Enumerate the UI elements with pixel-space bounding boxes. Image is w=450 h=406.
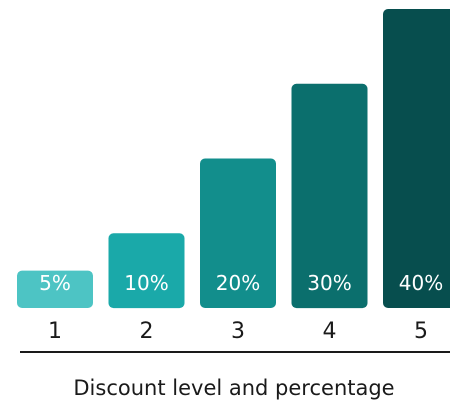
bars-group <box>17 9 450 308</box>
bar-value-label-1: 5% <box>39 271 71 295</box>
x-tick-label-3: 3 <box>231 319 245 344</box>
bar-value-label-5: 40% <box>399 271 443 295</box>
x-tick-label-1: 1 <box>48 319 62 344</box>
x-axis-title: Discount level and percentage <box>73 376 394 400</box>
bar-5 <box>383 9 450 308</box>
x-tick-label-5: 5 <box>414 319 428 344</box>
x-tick-labels-group: 1 2 3 4 5 <box>48 319 428 344</box>
bar-value-label-2: 10% <box>124 271 168 295</box>
x-tick-label-4: 4 <box>323 319 337 344</box>
x-tick-label-2: 2 <box>140 319 154 344</box>
bar-value-labels-group: 5% 10% 20% 30% 40% <box>39 271 443 295</box>
bar-value-label-4: 30% <box>307 271 351 295</box>
bar-value-label-3: 20% <box>216 271 260 295</box>
